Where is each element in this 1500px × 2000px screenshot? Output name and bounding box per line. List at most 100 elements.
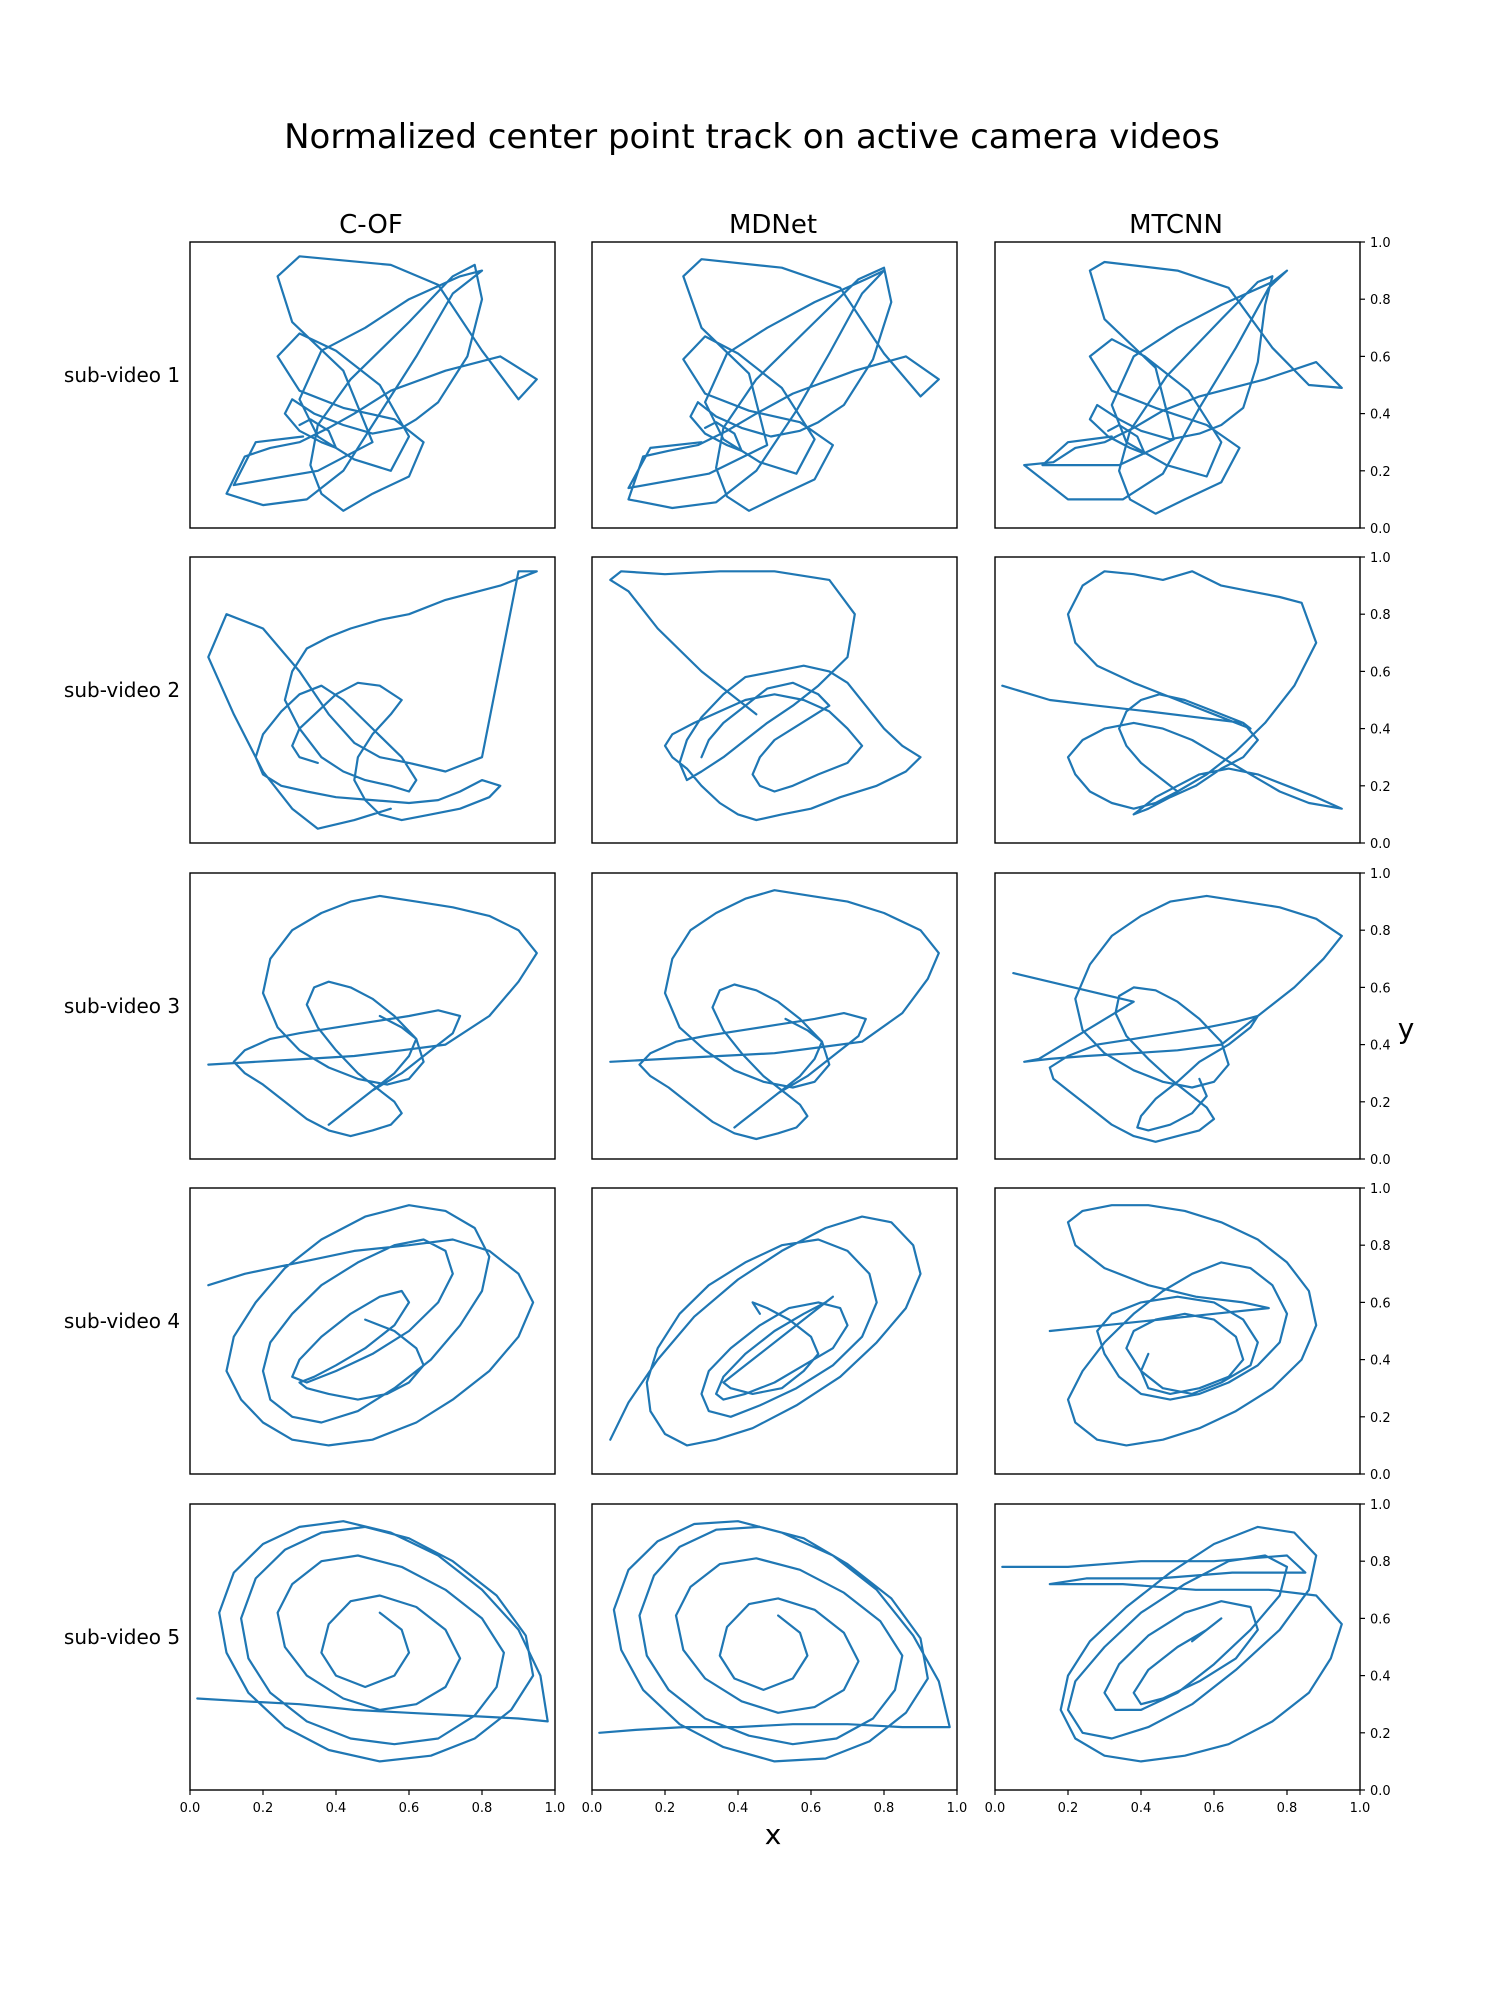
y-tick-label: 0.0 bbox=[1370, 1784, 1391, 1799]
y-tick-label: 0.4 bbox=[1370, 723, 1391, 738]
x-tick-label: 0.8 bbox=[472, 1801, 493, 1816]
y-tick-label: 0.4 bbox=[1370, 1039, 1391, 1054]
track-line bbox=[1023, 260, 1343, 515]
y-tick-label: 0.2 bbox=[1370, 1411, 1391, 1426]
x-tick-label: 1.0 bbox=[545, 1801, 566, 1816]
y-tick-label: 0.6 bbox=[1370, 981, 1391, 996]
y-tick-label: 0.6 bbox=[1370, 1296, 1391, 1311]
panel-r4-c3: 0.0 0.2 0.4 0.6 0.8 1.0 bbox=[994, 1182, 1391, 1483]
x-tick-label: 0.8 bbox=[1277, 1801, 1298, 1816]
y-tick-label: 0.2 bbox=[1370, 1727, 1391, 1742]
axes-frame bbox=[591, 1503, 958, 1791]
y-tick-label: 0.4 bbox=[1370, 1670, 1391, 1685]
track-line bbox=[196, 1520, 549, 1763]
x-tick-label: 1.0 bbox=[1350, 1801, 1371, 1816]
x-tick-label: 1.0 bbox=[947, 1801, 968, 1816]
y-tick-label: 0.8 bbox=[1370, 924, 1391, 939]
row-label-4: sub-video 4 bbox=[64, 1309, 180, 1333]
y-tick-label: 1.0 bbox=[1370, 1182, 1391, 1197]
x-tick-label: 0.6 bbox=[1204, 1801, 1225, 1816]
y-tick-label: 0.8 bbox=[1370, 608, 1391, 623]
track-line bbox=[207, 894, 538, 1138]
panel-r5-c2: 0.0 0.2 0.4 0.6 0.8 1.0 bbox=[582, 1503, 968, 1816]
track-line bbox=[598, 1520, 951, 1763]
axes-frame bbox=[591, 872, 958, 1160]
y-tick-label: 1.0 bbox=[1370, 1498, 1391, 1513]
axes-frame bbox=[994, 872, 1361, 1160]
panel-r5-c3: 0.0 0.2 0.4 0.6 0.8 1.0 0.0 0.2 0.4 0.6 0.8 1.0 bbox=[985, 1498, 1391, 1816]
axes-frame bbox=[994, 241, 1361, 529]
track-line bbox=[609, 889, 940, 1141]
y-tick-label: 0.4 bbox=[1370, 408, 1391, 423]
panel-r5-c1: 0.0 0.2 0.4 0.6 0.8 1.0 bbox=[180, 1503, 566, 1816]
axes-frame bbox=[189, 1503, 556, 1791]
x-tick-label: 0.6 bbox=[801, 1801, 822, 1816]
track-line bbox=[207, 1204, 535, 1447]
axes-frame bbox=[994, 1187, 1361, 1475]
y-axis-label: y bbox=[1398, 1012, 1415, 1045]
y-tick-label: 0.6 bbox=[1370, 1612, 1391, 1627]
y-tick-label: 0.0 bbox=[1370, 1468, 1391, 1483]
track-line bbox=[627, 258, 940, 512]
axes-frame bbox=[591, 1187, 958, 1475]
panel-r1-c3: 0.0 0.2 0.4 0.6 0.8 1.0 bbox=[994, 236, 1391, 537]
y-tick-label: 0.2 bbox=[1370, 1096, 1391, 1111]
y-tick-label: 0.6 bbox=[1370, 350, 1391, 365]
track-line bbox=[207, 570, 538, 830]
track-line bbox=[1001, 570, 1343, 816]
panel-r4-c2 bbox=[591, 1187, 958, 1475]
y-tick-label: 0.2 bbox=[1370, 780, 1391, 795]
y-tick-label: 1.0 bbox=[1370, 236, 1391, 251]
panels: 0.00.20.40.60.81.00.00.20.40.60.81.00.00… bbox=[180, 236, 1391, 1816]
track-line bbox=[1048, 1204, 1318, 1447]
x-axis-label: x bbox=[765, 1818, 782, 1851]
y-tick-label: 0.2 bbox=[1370, 465, 1391, 480]
row-label-5: sub-video 5 bbox=[64, 1625, 180, 1649]
panel-r3-c1 bbox=[189, 872, 556, 1160]
x-tick-label: 0.2 bbox=[1058, 1801, 1079, 1816]
axes-frame bbox=[189, 556, 556, 844]
x-tick-label: 0.0 bbox=[180, 1801, 201, 1816]
track-line bbox=[1001, 1525, 1343, 1763]
x-tick-label: 0.4 bbox=[326, 1801, 347, 1816]
row-label-3: sub-video 3 bbox=[64, 994, 180, 1018]
axes-frame bbox=[994, 556, 1361, 844]
panel-r3-c2 bbox=[591, 872, 958, 1160]
axes-frame bbox=[189, 241, 556, 529]
x-tick-label: 0.4 bbox=[1131, 1801, 1152, 1816]
x-tick-label: 0.2 bbox=[655, 1801, 676, 1816]
y-tick-label: 0.8 bbox=[1370, 1555, 1391, 1570]
panel-r2-c2 bbox=[591, 556, 958, 844]
panel-r1-c2 bbox=[591, 241, 958, 529]
x-tick-label: 0.2 bbox=[253, 1801, 274, 1816]
x-tick-label: 0.8 bbox=[874, 1801, 895, 1816]
y-tick-label: 0.8 bbox=[1370, 293, 1391, 308]
row-label-2: sub-video 2 bbox=[64, 678, 180, 702]
column-title-mdnet: MDNet bbox=[729, 210, 817, 240]
y-tick-label: 0.0 bbox=[1370, 837, 1391, 852]
x-tick-label: 0.4 bbox=[728, 1801, 749, 1816]
y-tick-label: 0.0 bbox=[1370, 1153, 1391, 1168]
panel-r2-c3: 0.0 0.2 0.4 0.6 0.8 1.0 bbox=[994, 551, 1391, 852]
x-tick-label: 0.0 bbox=[582, 1801, 603, 1816]
panel-r2-c1 bbox=[189, 556, 556, 844]
panel-r4-c1 bbox=[189, 1187, 556, 1475]
y-tick-label: 0.4 bbox=[1370, 1354, 1391, 1369]
track-line bbox=[225, 255, 538, 512]
x-tick-label: 0.0 bbox=[985, 1801, 1006, 1816]
y-tick-label: 1.0 bbox=[1370, 551, 1391, 566]
panel-r3-c3: 0.0 0.2 0.4 0.6 0.8 1.0 bbox=[994, 867, 1391, 1168]
axes-frame bbox=[591, 241, 958, 529]
axes-frame bbox=[994, 1503, 1361, 1791]
panel-r1-c1 bbox=[189, 241, 556, 529]
track-line bbox=[1012, 894, 1343, 1143]
column-title-mtcnn: MTCNN bbox=[1129, 210, 1223, 240]
y-tick-label: 0.6 bbox=[1370, 665, 1391, 680]
track-line bbox=[609, 1215, 922, 1447]
axes-frame bbox=[591, 556, 958, 844]
row-label-1: sub-video 1 bbox=[64, 363, 180, 387]
y-tick-label: 0.8 bbox=[1370, 1239, 1391, 1254]
axes-frame bbox=[189, 872, 556, 1160]
axes-frame bbox=[189, 1187, 556, 1475]
